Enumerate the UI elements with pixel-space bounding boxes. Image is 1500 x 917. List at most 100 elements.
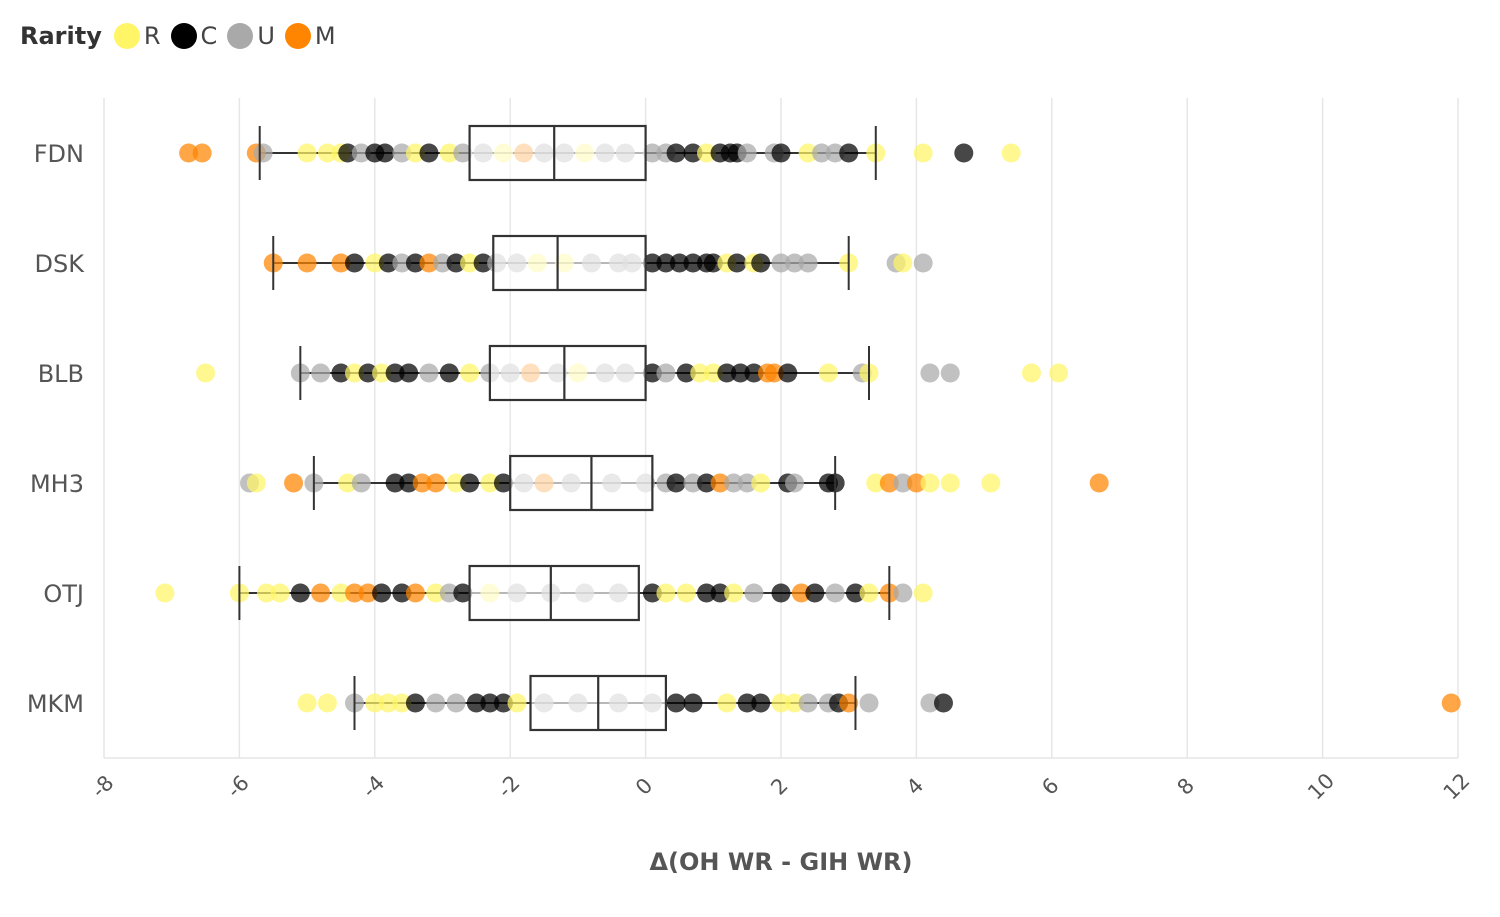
box-iqr	[492, 234, 647, 292]
data-point-m	[1089, 473, 1109, 493]
data-point-u	[798, 253, 818, 273]
data-point-c	[744, 363, 764, 383]
data-point-u	[737, 143, 757, 163]
data-point-r	[344, 363, 364, 383]
data-point-u	[392, 143, 412, 163]
data-point-u	[771, 253, 791, 273]
y-category-label: FDN	[34, 140, 84, 168]
x-tick-label: 8	[1173, 773, 1199, 799]
data-point-c	[771, 143, 791, 163]
data-point-m	[412, 473, 432, 493]
data-point-c	[453, 583, 473, 603]
data-point-c	[717, 363, 737, 383]
data-point-r	[703, 363, 723, 383]
data-point-c	[331, 363, 351, 383]
data-point-c	[839, 143, 859, 163]
legend-label-c: C	[200, 22, 218, 50]
data-point-r	[913, 143, 933, 163]
data-point-u	[825, 143, 845, 163]
data-point-r	[724, 583, 744, 603]
data-point-c	[372, 583, 392, 603]
data-point-c	[771, 583, 791, 603]
data-point-u	[446, 693, 466, 713]
data-point-m	[879, 473, 899, 493]
y-category-label: MH3	[30, 470, 84, 498]
data-point-c	[392, 583, 412, 603]
data-point-r	[460, 253, 480, 273]
legend-label-m: M	[314, 22, 336, 50]
data-point-c	[683, 693, 703, 713]
data-point-r	[317, 143, 337, 163]
data-point-r	[365, 253, 385, 273]
legend-item-r[interactable]: R	[113, 22, 161, 50]
data-point-u	[812, 143, 832, 163]
data-point-c	[338, 143, 358, 163]
data-point-c	[460, 473, 480, 493]
data-point-r	[913, 583, 933, 603]
data-point-c	[493, 473, 513, 493]
box-iqr	[468, 564, 640, 622]
data-point-r	[426, 583, 446, 603]
data-point-r	[507, 693, 527, 713]
data-point-m	[906, 473, 926, 493]
data-point-c	[493, 693, 513, 713]
data-point-u	[940, 363, 960, 383]
data-point-u	[642, 143, 662, 163]
data-point-c	[405, 693, 425, 713]
legend: Rarity R C U M	[20, 22, 340, 50]
data-point-r	[866, 473, 886, 493]
data-point-c	[683, 253, 703, 273]
data-point-u	[433, 253, 452, 273]
data-point-c	[933, 693, 953, 713]
data-point-c	[399, 363, 419, 383]
data-point-u	[920, 693, 940, 713]
data-point-u	[439, 583, 459, 603]
data-point-r	[331, 583, 351, 603]
data-point-m	[297, 253, 317, 273]
set-mkm: MKM	[27, 674, 1461, 732]
legend-swatch-u	[227, 23, 254, 49]
data-point-c	[358, 363, 378, 383]
data-point-r	[338, 473, 358, 493]
legend-item-c[interactable]: C	[170, 22, 218, 50]
legend-item-u[interactable]: U	[227, 22, 275, 50]
y-category-label: MKM	[27, 690, 84, 718]
data-point-r	[365, 693, 385, 713]
data-point-u	[426, 693, 446, 713]
data-point-u	[785, 473, 805, 493]
data-point-r	[981, 473, 1001, 493]
data-point-c	[656, 253, 676, 273]
data-point-m	[331, 253, 351, 273]
box-iqr	[509, 454, 654, 512]
data-point-c	[480, 693, 500, 713]
set-dsk: DSK	[35, 234, 933, 292]
data-point-r	[1049, 363, 1069, 383]
x-tick-label: 4	[902, 773, 928, 799]
x-tick-label: 6	[1037, 773, 1063, 799]
x-tick-label: -8	[87, 771, 119, 803]
x-tick-label: 10	[1303, 769, 1339, 805]
x-axis-label: Δ(OH WR - GIH WR)	[649, 848, 912, 876]
data-point-u	[893, 473, 913, 493]
data-point-r	[893, 253, 913, 273]
set-mh3: MH3	[30, 454, 1109, 512]
data-point-r	[378, 693, 398, 713]
x-tick-label: -2	[493, 771, 525, 803]
data-point-r	[1001, 143, 1021, 163]
data-point-c	[419, 143, 439, 163]
data-point-c	[473, 253, 493, 273]
data-point-r	[297, 143, 317, 163]
legend-swatch-c	[170, 23, 197, 49]
data-point-c	[727, 253, 747, 273]
data-point-r	[196, 363, 216, 383]
data-point-r	[439, 143, 459, 163]
data-point-u	[737, 473, 757, 493]
data-point-c	[737, 693, 757, 713]
legend-item-m[interactable]: M	[284, 22, 336, 50]
legend-title: Rarity	[20, 22, 102, 50]
data-point-c	[676, 363, 696, 383]
data-point-c	[845, 583, 865, 603]
data-point-c	[375, 143, 395, 163]
box-iqr	[488, 344, 647, 402]
data-point-r	[785, 693, 805, 713]
